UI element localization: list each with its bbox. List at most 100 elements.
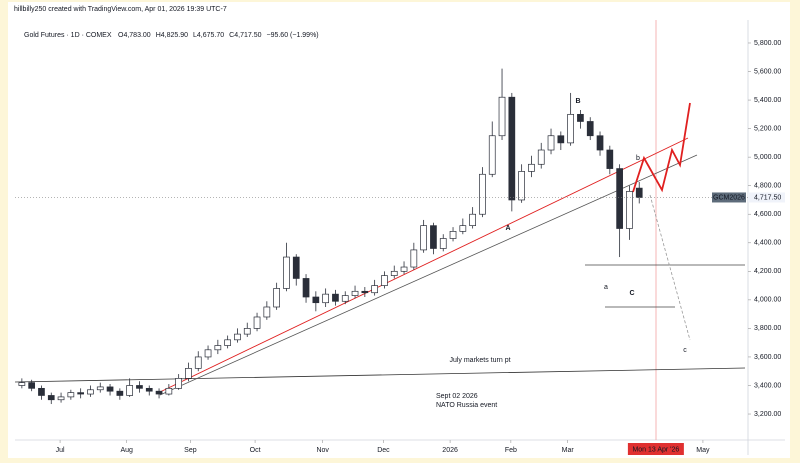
ohlc-value: C4,717.50 bbox=[229, 32, 261, 39]
candle-body bbox=[312, 296, 320, 304]
candle-body bbox=[155, 390, 163, 395]
candle-body bbox=[302, 278, 310, 298]
candle-body bbox=[606, 149, 614, 169]
annotation: July markets turn pt bbox=[449, 357, 510, 364]
candle-body bbox=[243, 328, 251, 335]
x-tick-label: Jul bbox=[56, 447, 65, 454]
candle-body bbox=[204, 349, 212, 358]
candle-body bbox=[38, 387, 45, 396]
y-tick-label: 3,400.00 bbox=[754, 382, 781, 389]
candle-body bbox=[508, 96, 516, 201]
y-tick-label: 4,000.00 bbox=[754, 297, 781, 304]
candle-body bbox=[400, 266, 408, 272]
candle-body bbox=[185, 368, 192, 379]
y-tick-label: 5,200.00 bbox=[754, 125, 781, 132]
candle-body bbox=[234, 333, 241, 341]
trend-line bbox=[159, 154, 698, 396]
candle-body bbox=[557, 135, 565, 144]
candle-body bbox=[498, 96, 506, 137]
y-tick-label: 5,800.00 bbox=[754, 40, 781, 47]
candle-body bbox=[459, 225, 467, 232]
candle-body bbox=[87, 389, 94, 395]
candle-body bbox=[537, 149, 545, 165]
candle-body bbox=[175, 377, 183, 389]
candle-body bbox=[479, 173, 486, 215]
x-tick-label: Sep bbox=[184, 447, 197, 454]
annotation: A bbox=[505, 225, 510, 232]
candle-body bbox=[106, 386, 114, 392]
x-tick-label: Oct bbox=[250, 447, 261, 454]
candle-body bbox=[322, 293, 329, 304]
support-line bbox=[14, 367, 746, 383]
candle-body bbox=[626, 191, 633, 229]
candle-body bbox=[77, 392, 85, 395]
candle-body bbox=[283, 256, 290, 289]
candle-body bbox=[165, 387, 173, 395]
candle-body bbox=[635, 187, 643, 198]
ticker-tag bbox=[712, 192, 746, 203]
annotation: b bbox=[636, 155, 640, 162]
ohlc-value: H4,825.90 bbox=[156, 32, 188, 39]
x-tick-label: Mar bbox=[562, 447, 575, 454]
x-tick-label: Aug bbox=[120, 447, 133, 454]
candle-body bbox=[420, 225, 427, 251]
symbol: Gold Futures · 1D · COMEX bbox=[24, 32, 112, 39]
candle-body bbox=[381, 275, 388, 286]
candle-body bbox=[567, 113, 574, 144]
chart-background bbox=[8, 2, 790, 458]
candle-body bbox=[47, 395, 55, 401]
candle-body bbox=[332, 293, 339, 302]
ohlc-value: −95.60 (−1.99%) bbox=[266, 32, 318, 39]
candle-body bbox=[292, 256, 300, 279]
candle-body bbox=[116, 390, 124, 396]
candle-body bbox=[136, 385, 143, 389]
projection-dashed bbox=[649, 194, 691, 341]
candle-body bbox=[577, 113, 584, 122]
ohlc-value: L4,675.70 bbox=[193, 32, 224, 39]
candle-body bbox=[194, 356, 202, 369]
annotation: B bbox=[575, 98, 580, 105]
candle-body bbox=[518, 171, 525, 201]
byline: hillbilly250 created with TradingView.co… bbox=[14, 6, 227, 13]
candle-body bbox=[410, 249, 418, 268]
annotation: C bbox=[629, 290, 634, 297]
y-tick-label: 4,400.00 bbox=[754, 240, 781, 247]
crosshair-tag bbox=[627, 443, 684, 455]
candle-body bbox=[361, 290, 369, 294]
candle-body bbox=[528, 163, 535, 172]
candle-body bbox=[214, 345, 222, 351]
x-tick-label: Dec bbox=[377, 447, 390, 454]
x-tick-label: May bbox=[696, 447, 710, 454]
y-tick-label: 3,200.00 bbox=[754, 411, 781, 418]
candle-body bbox=[488, 135, 496, 175]
candle-body bbox=[126, 385, 134, 396]
ohlc-value: O4,783.00 bbox=[118, 32, 151, 39]
candle-body bbox=[547, 135, 555, 151]
annotation: NATO Russia event bbox=[436, 402, 497, 409]
candle-body bbox=[439, 238, 447, 249]
candle-body bbox=[224, 339, 231, 346]
y-tick-label: 3,800.00 bbox=[754, 325, 781, 332]
y-tick-label: 4,200.00 bbox=[754, 268, 781, 275]
y-tick-label: 5,400.00 bbox=[754, 97, 781, 104]
annotation: a bbox=[604, 284, 608, 291]
y-tick-label: 4,800.00 bbox=[754, 183, 781, 190]
x-tick-label: 2026 bbox=[442, 447, 458, 454]
candle-body bbox=[616, 168, 623, 229]
y-tick-label: 3,600.00 bbox=[754, 354, 781, 361]
candle-body bbox=[390, 270, 398, 276]
candle-body bbox=[449, 231, 457, 239]
price-label: 4,717.50 bbox=[754, 194, 781, 201]
annotation: c bbox=[683, 347, 687, 354]
y-tick-label: 5,600.00 bbox=[754, 68, 781, 75]
candle-body bbox=[263, 306, 271, 318]
candle-body bbox=[586, 121, 594, 137]
crosshair-label: Mon 13 Apr '26 bbox=[632, 446, 679, 453]
candle-body bbox=[469, 213, 476, 227]
candle-body bbox=[57, 396, 65, 401]
candle-body bbox=[341, 295, 349, 302]
red-trend-line bbox=[159, 137, 689, 393]
x-tick-label: Feb bbox=[505, 447, 517, 454]
